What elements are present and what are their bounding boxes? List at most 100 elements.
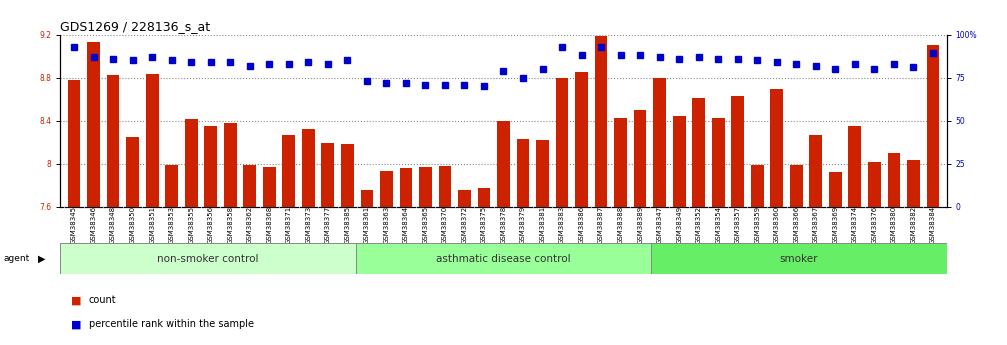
Bar: [751, 165, 763, 207]
Text: GSM38349: GSM38349: [676, 206, 682, 244]
Bar: [770, 89, 783, 207]
Text: GSM38376: GSM38376: [871, 206, 877, 244]
Text: GSM38364: GSM38364: [403, 206, 409, 244]
Bar: [789, 165, 803, 207]
Bar: [810, 135, 822, 207]
Text: GSM38383: GSM38383: [559, 206, 565, 244]
Text: GSM38369: GSM38369: [833, 206, 838, 244]
Bar: [146, 75, 158, 207]
Text: GSM38358: GSM38358: [228, 206, 234, 244]
Bar: [321, 144, 334, 207]
Text: ▶: ▶: [38, 254, 45, 264]
Text: GSM38362: GSM38362: [247, 206, 253, 244]
Bar: [88, 42, 100, 207]
Text: GSM38360: GSM38360: [773, 206, 779, 244]
Bar: [712, 118, 725, 207]
Text: non-smoker control: non-smoker control: [157, 254, 259, 264]
Text: asthmatic disease control: asthmatic disease control: [436, 254, 571, 264]
Bar: [263, 167, 276, 207]
Bar: [693, 98, 705, 207]
Bar: [595, 36, 607, 207]
Text: GSM38354: GSM38354: [715, 206, 721, 244]
Bar: [907, 160, 919, 207]
Bar: [107, 76, 120, 207]
Text: GSM38345: GSM38345: [71, 206, 78, 244]
Text: GSM38381: GSM38381: [540, 206, 546, 244]
Text: GSM38346: GSM38346: [91, 206, 97, 244]
Text: GSM38363: GSM38363: [384, 206, 390, 244]
Bar: [477, 188, 490, 207]
Bar: [380, 171, 393, 207]
Text: percentile rank within the sample: percentile rank within the sample: [89, 319, 254, 329]
Bar: [126, 137, 139, 207]
Bar: [497, 121, 510, 207]
Text: ■: ■: [70, 295, 81, 305]
Text: GSM38374: GSM38374: [852, 206, 858, 244]
Text: GSM38357: GSM38357: [735, 206, 741, 244]
Text: GSM38351: GSM38351: [149, 206, 155, 244]
Text: GSM38359: GSM38359: [754, 206, 760, 244]
Text: GSM38350: GSM38350: [130, 206, 136, 244]
Text: GSM38373: GSM38373: [305, 206, 311, 244]
Bar: [575, 72, 588, 207]
Bar: [556, 78, 568, 207]
Bar: [165, 165, 178, 207]
Bar: [400, 168, 412, 207]
Text: GSM38388: GSM38388: [617, 206, 623, 244]
Text: GSM38348: GSM38348: [110, 206, 116, 244]
Text: GSM38384: GSM38384: [929, 206, 936, 244]
Text: GSM38386: GSM38386: [579, 206, 585, 244]
Bar: [517, 139, 530, 207]
Bar: [458, 190, 471, 207]
Text: GSM38356: GSM38356: [207, 206, 213, 244]
Text: GSM38387: GSM38387: [598, 206, 604, 244]
Bar: [244, 165, 256, 207]
Text: GSM38365: GSM38365: [422, 206, 428, 244]
Text: GDS1269 / 228136_s_at: GDS1269 / 228136_s_at: [60, 20, 210, 33]
Bar: [341, 145, 353, 207]
Text: GSM38361: GSM38361: [364, 206, 370, 244]
Bar: [849, 126, 861, 207]
Text: GSM38367: GSM38367: [813, 206, 819, 244]
Bar: [204, 126, 218, 207]
Bar: [67, 80, 81, 207]
Text: GSM38366: GSM38366: [794, 206, 800, 244]
Text: GSM38370: GSM38370: [442, 206, 448, 244]
Text: GSM38379: GSM38379: [520, 206, 526, 244]
Bar: [355, 243, 652, 274]
Bar: [654, 78, 666, 207]
Bar: [633, 110, 646, 207]
Text: GSM38372: GSM38372: [461, 206, 467, 244]
Bar: [60, 243, 355, 274]
Bar: [302, 129, 314, 207]
Bar: [614, 118, 627, 207]
Bar: [439, 166, 451, 207]
Bar: [224, 123, 237, 207]
Bar: [868, 162, 881, 207]
Text: GSM38385: GSM38385: [344, 206, 350, 244]
Bar: [185, 119, 197, 207]
Text: GSM38355: GSM38355: [188, 206, 194, 244]
Text: GSM38382: GSM38382: [910, 206, 916, 244]
Bar: [926, 45, 940, 207]
Text: GSM38368: GSM38368: [266, 206, 272, 244]
Text: GSM38380: GSM38380: [891, 206, 897, 244]
Text: GSM38378: GSM38378: [500, 206, 507, 244]
Text: GSM38352: GSM38352: [696, 206, 702, 244]
Text: agent: agent: [3, 254, 29, 263]
Text: GSM38371: GSM38371: [286, 206, 292, 244]
Bar: [536, 140, 549, 207]
Text: GSM38377: GSM38377: [325, 206, 331, 244]
Bar: [652, 243, 947, 274]
Text: GSM38375: GSM38375: [481, 206, 487, 244]
Bar: [887, 153, 900, 207]
Bar: [829, 172, 842, 207]
Text: GSM38353: GSM38353: [169, 206, 174, 244]
Bar: [282, 135, 295, 207]
Text: smoker: smoker: [779, 254, 818, 264]
Text: ■: ■: [70, 319, 81, 329]
Bar: [361, 190, 374, 207]
Bar: [731, 96, 744, 207]
Text: count: count: [89, 295, 116, 305]
Text: GSM38389: GSM38389: [637, 206, 643, 244]
